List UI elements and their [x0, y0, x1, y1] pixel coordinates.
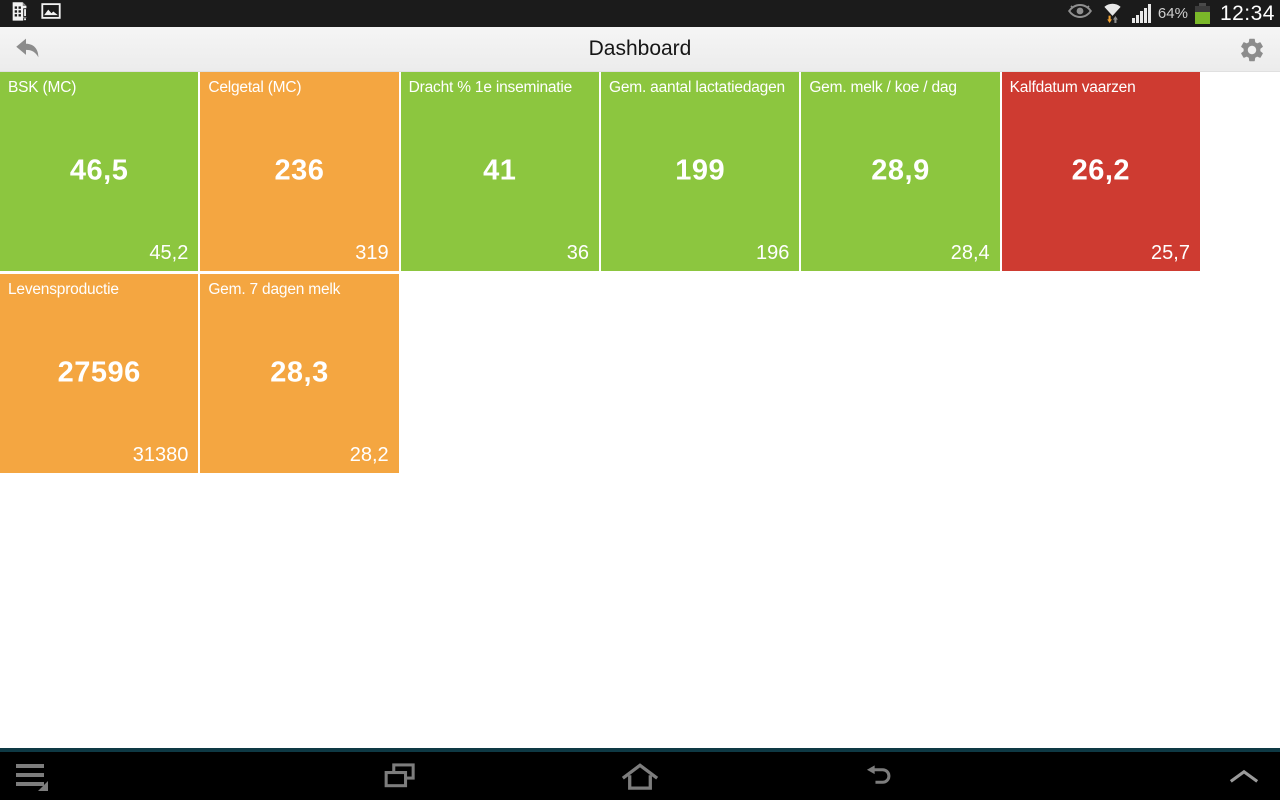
report-notification-icon [9, 0, 31, 27]
kpi-tile[interactable]: Dracht % 1e inseminatie 41 36 [400, 72, 599, 271]
dashboard-content: BSK (MC) 46,5 45,2 Celgetal (MC) 236 319… [0, 72, 1280, 748]
kpi-grid: BSK (MC) 46,5 45,2 Celgetal (MC) 236 319… [0, 72, 1200, 473]
kpi-tile-label: Gem. 7 dagen melk [208, 281, 341, 298]
kpi-tile-secondary-value: 25,7 [1151, 242, 1190, 264]
kpi-tile-label: Celgetal (MC) [208, 79, 302, 96]
back-icon[interactable] [850, 752, 910, 800]
kpi-tile[interactable]: BSK (MC) 46,5 45,2 [0, 72, 199, 271]
battery-percent-label: 64% [1157, 5, 1188, 22]
kpi-tile-label: Gem. melk / koe / dag [809, 79, 957, 96]
wifi-traffic-icon [1100, 0, 1125, 29]
status-bar: 64% 12:34 [0, 0, 1280, 27]
kpi-tile-secondary-value: 319 [355, 242, 389, 264]
clock-label: 12:34 [1219, 1, 1275, 25]
kpi-tile[interactable]: Gem. melk / koe / dag 28,9 28,4 [801, 72, 1000, 271]
kpi-tile[interactable]: Levensproductie 27596 31380 [0, 274, 199, 473]
kpi-tile-secondary-value: 28,2 [349, 444, 389, 466]
kpi-tile-secondary-value: 31380 [132, 444, 189, 466]
kpi-tile-value: 26,2 [1071, 154, 1131, 187]
recent-apps-icon[interactable] [370, 752, 430, 800]
kpi-tile-label: Kalfdatum vaarzen [1009, 79, 1136, 96]
kpi-tile-label: BSK (MC) [8, 79, 77, 96]
navigation-bar [0, 748, 1280, 800]
kpi-tile-secondary-value: 36 [566, 242, 589, 264]
kpi-tile-value: 28,3 [270, 356, 329, 389]
signal-strength-icon [1131, 4, 1151, 23]
kpi-tile-label: Gem. aantal lactatiedagen [608, 79, 785, 96]
kpi-tile[interactable]: Gem. aantal lactatiedagen 199 196 [600, 72, 800, 271]
kpi-tile[interactable]: Celgetal (MC) 236 319 [200, 72, 399, 271]
gallery-notification-icon [40, 0, 62, 27]
kpi-tile-secondary-value: 28,4 [950, 242, 990, 264]
kpi-tile-value: 46,5 [69, 154, 129, 187]
back-arrow-icon[interactable] [12, 34, 44, 66]
kpi-tile-label: Dracht % 1e inseminatie [408, 79, 573, 96]
smart-stay-eye-icon [1067, 1, 1093, 26]
kpi-tile-label: Levensproductie [8, 281, 119, 298]
kpi-tile-value: 41 [483, 154, 517, 187]
page-title: Dashboard [588, 37, 692, 60]
settings-gear-icon[interactable] [1238, 36, 1266, 64]
kpi-tile[interactable]: Kalfdatum vaarzen 26,2 25,7 [1001, 72, 1200, 271]
kpi-tile-value: 27596 [57, 356, 141, 389]
kpi-tile-value: 236 [274, 154, 325, 187]
collapse-chevron-icon[interactable] [1214, 752, 1274, 800]
home-icon[interactable] [610, 752, 670, 800]
kpi-tile-secondary-value: 45,2 [149, 242, 189, 264]
battery-icon [1195, 2, 1211, 25]
status-bar-notifications [0, 0, 62, 27]
status-bar-indicators: 64% 12:34 [1067, 0, 1280, 29]
kpi-tile-value: 199 [675, 154, 726, 187]
action-bar: Dashboard [0, 27, 1280, 72]
kpi-tile-value: 28,9 [871, 154, 930, 187]
kpi-tile-secondary-value: 196 [755, 242, 790, 264]
menu-icon[interactable] [2, 752, 62, 800]
kpi-tile[interactable]: Gem. 7 dagen melk 28,3 28,2 [200, 274, 399, 473]
